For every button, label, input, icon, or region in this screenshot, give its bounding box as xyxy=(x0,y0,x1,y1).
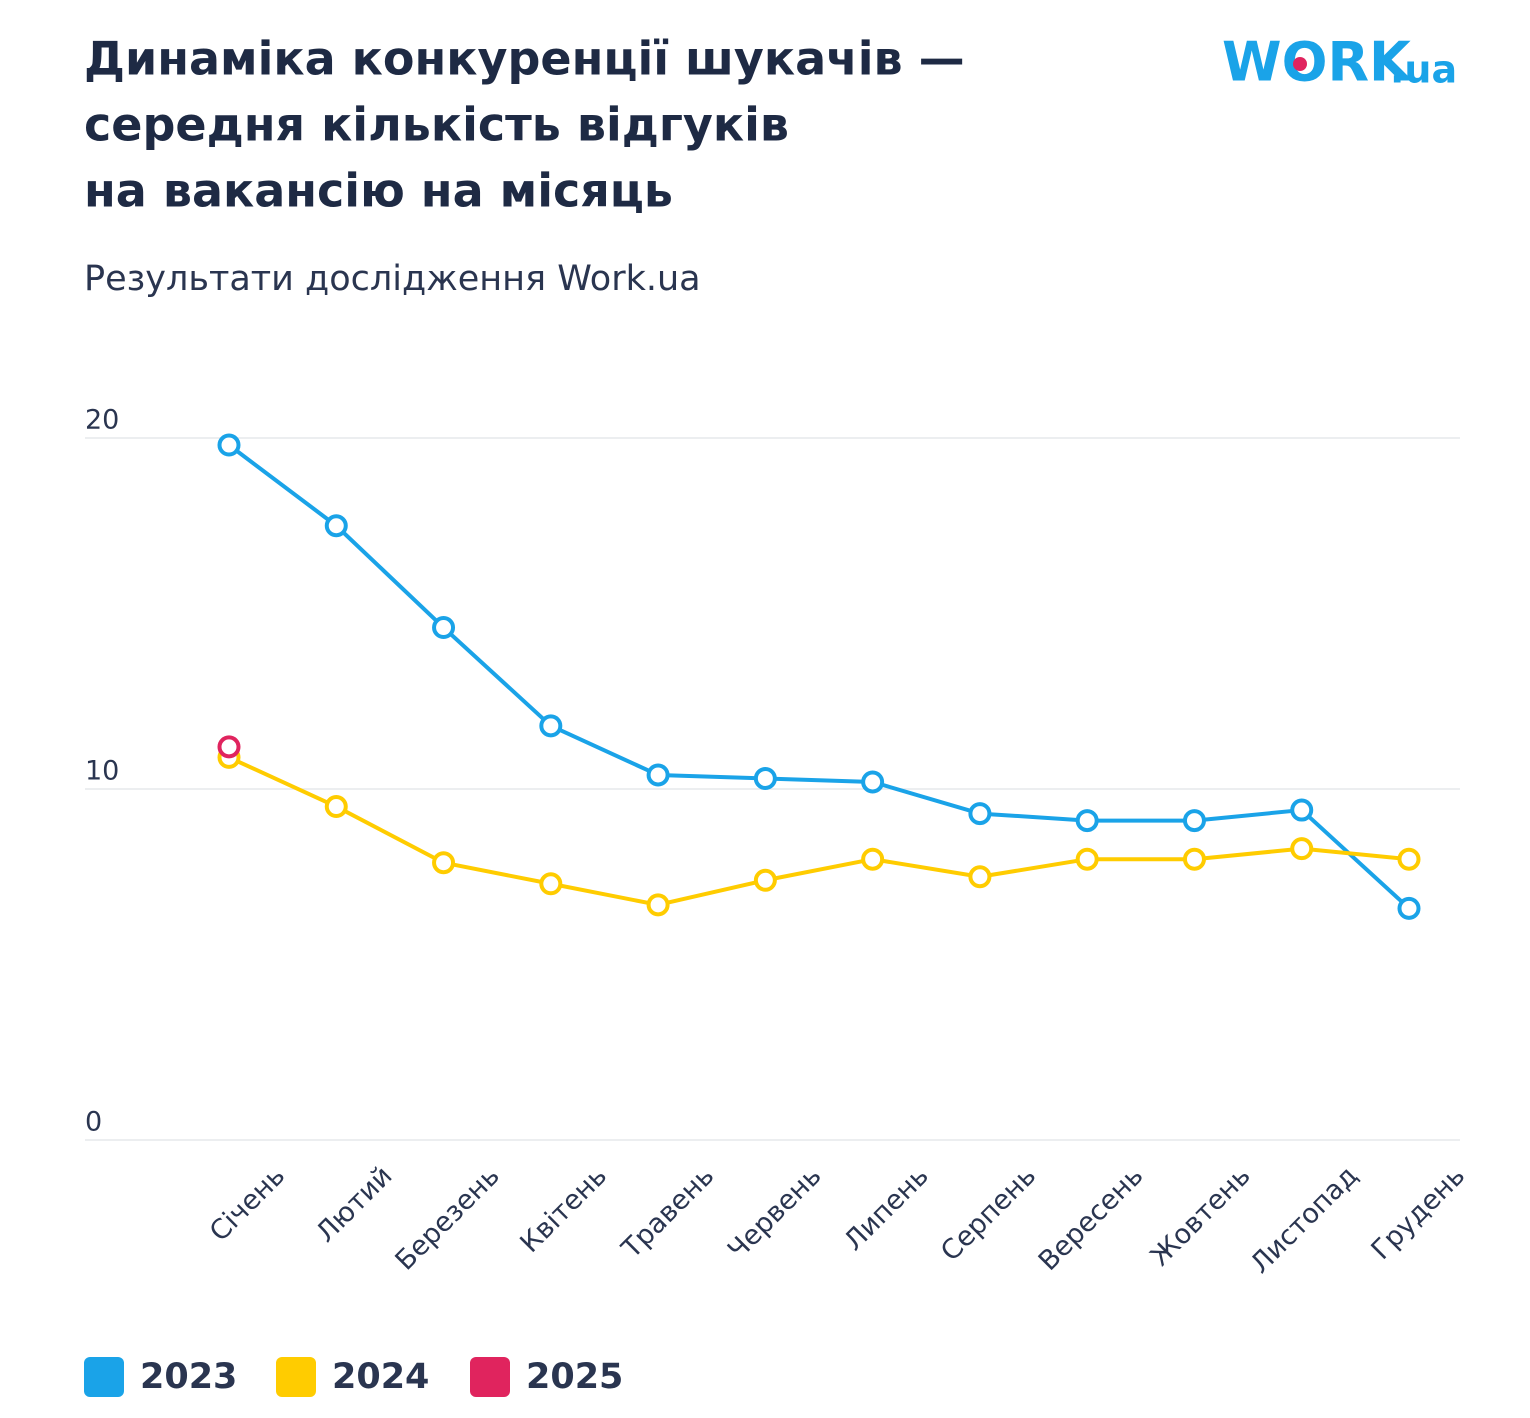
legend-swatch xyxy=(470,1357,510,1397)
chart-title: Динаміка конкуренції шукачів — xyxy=(84,32,965,86)
logo: WORK xyxy=(1222,31,1413,94)
legend-swatch xyxy=(84,1357,124,1397)
legend-label: 2025 xyxy=(526,1357,623,1397)
point xyxy=(432,851,456,875)
x-tick-label: Вересень xyxy=(1033,1160,1150,1277)
point xyxy=(753,868,777,892)
point xyxy=(1397,896,1421,920)
point xyxy=(432,616,456,640)
point xyxy=(1075,809,1099,833)
point xyxy=(1182,809,1206,833)
point xyxy=(539,714,563,738)
series-line xyxy=(227,443,1411,910)
y-tick-label: 20 xyxy=(85,405,119,436)
point xyxy=(324,514,348,538)
point xyxy=(1182,847,1206,871)
chart-title: середня кількість відгуків xyxy=(84,98,789,152)
point xyxy=(217,433,241,457)
point xyxy=(539,872,563,896)
point xyxy=(324,795,348,819)
x-tick-label: Січень xyxy=(204,1160,291,1247)
legend-label: 2023 xyxy=(140,1357,237,1397)
y-tick-label: 10 xyxy=(85,756,119,787)
chart-subtitle: Результати дослідження Work.ua xyxy=(84,259,701,299)
x-tick-label: Травень xyxy=(615,1160,720,1265)
point xyxy=(217,735,241,759)
point xyxy=(1290,837,1314,861)
x-tick-label: Червень xyxy=(722,1160,828,1266)
chart-title: на вакансію на місяць xyxy=(84,164,673,218)
logo-suffix: .ua xyxy=(1390,48,1457,92)
series-line xyxy=(228,755,1410,907)
point xyxy=(861,847,885,871)
x-tick-label: Жовтень xyxy=(1145,1160,1257,1272)
point xyxy=(1290,798,1314,822)
y-tick-label: 0 xyxy=(85,1107,102,1138)
legend-label: 2024 xyxy=(332,1357,429,1397)
point xyxy=(646,893,670,917)
point xyxy=(968,865,992,889)
point xyxy=(646,763,670,787)
x-tick-label: Листопад xyxy=(1245,1160,1364,1279)
point xyxy=(753,766,777,790)
x-tick-label: Грудень xyxy=(1366,1160,1472,1266)
legend-swatch xyxy=(276,1357,316,1397)
logo-dot xyxy=(1293,57,1307,71)
point xyxy=(1075,847,1099,871)
x-tick-label: Липень xyxy=(838,1160,935,1257)
point xyxy=(1397,847,1421,871)
x-tick-label: Березень xyxy=(390,1160,506,1276)
point xyxy=(968,802,992,826)
x-tick-label: Квітень xyxy=(514,1160,613,1259)
point xyxy=(861,770,885,794)
x-tick-label: Лютий xyxy=(310,1160,398,1248)
x-tick-label: Серпень xyxy=(935,1160,1042,1267)
